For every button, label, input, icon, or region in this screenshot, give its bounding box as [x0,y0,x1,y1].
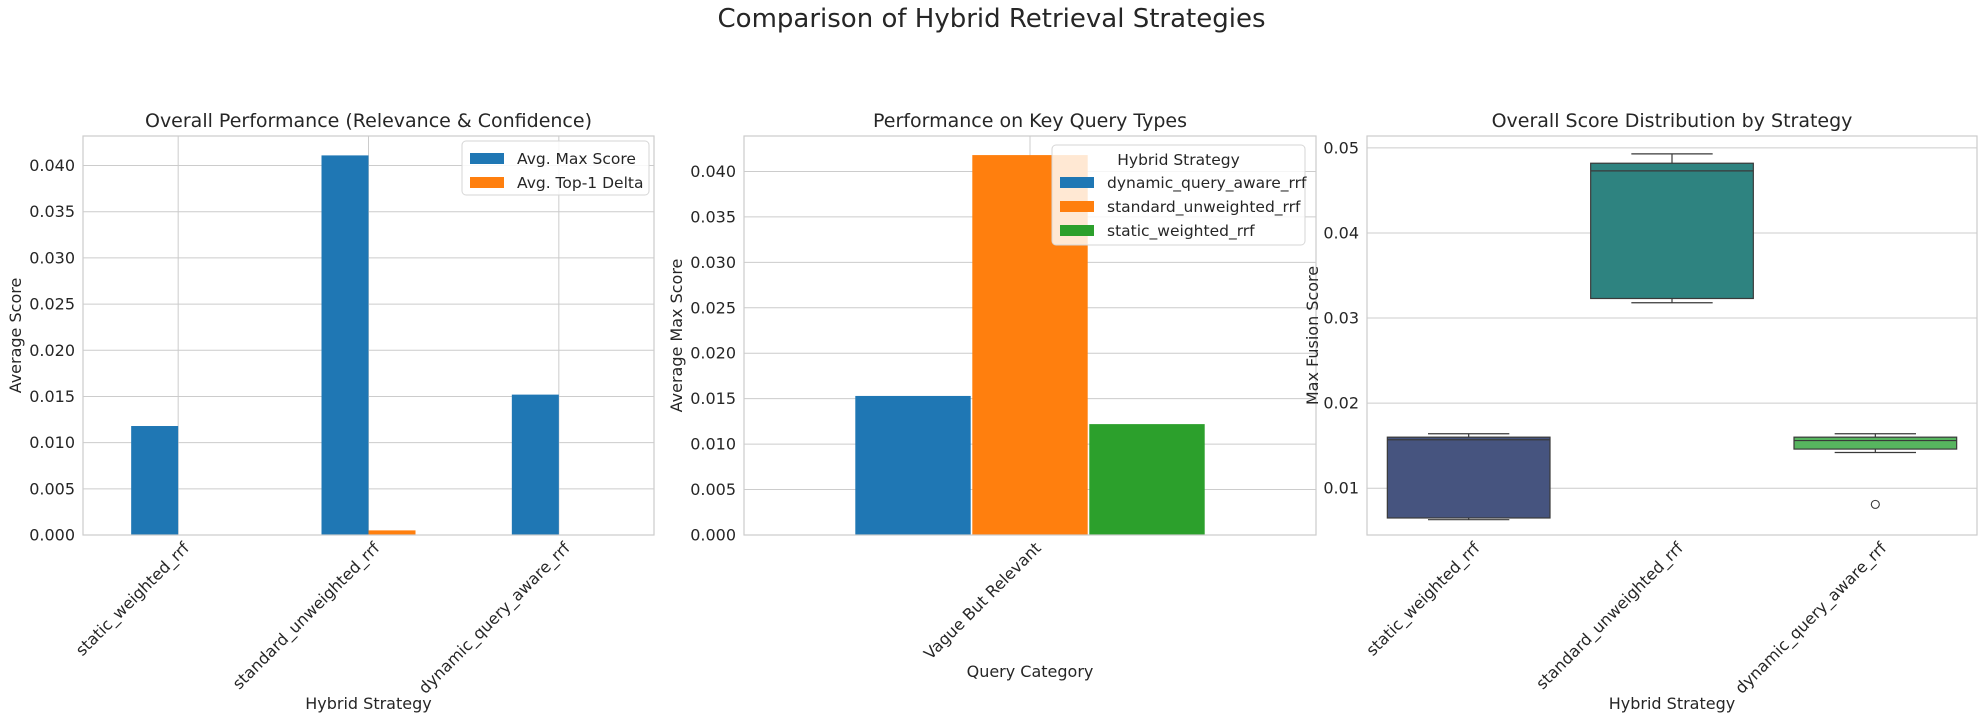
panel-2-ytick-label: 0.020 [690,344,736,363]
panel-1-bar-avg-max-score [131,426,179,535]
panel-3-ytick-label: 0.05 [1323,138,1359,157]
panel-1-ytick-label: 0.025 [29,295,75,314]
panel-2-legend-swatch [1060,225,1094,236]
panel-1-bar-avg-top-1-delta [368,530,416,535]
panel-3-xtick-label: standard_unweighted_rrf [1532,538,1688,694]
panel-1-ytick-label: 0.030 [29,248,75,267]
panel-1-xtick-label: dynamic_query_aware_rrf [415,538,575,698]
panel-3-frame [1366,135,1978,536]
panel-3-ytick-label: 0.02 [1323,394,1359,413]
panel-1-ytick-label: 0.015 [29,387,75,406]
panel-2-ytick-label: 0.000 [690,526,736,545]
panel-2-xlabel: Query Category [967,662,1094,681]
panel-1-ytick-label: 0.010 [29,433,75,452]
panel-1-ytick-label: 0.020 [29,341,75,360]
panel-3-ytick-label: 0.04 [1323,223,1359,242]
panel-1-legend-entry: Avg. Max Score [517,150,636,168]
panel-1-xtick-label: static_weighted_rrf [72,538,194,660]
panel-1-xlabel: Hybrid Strategy [305,694,431,713]
figure-suptitle: Comparison of Hybrid Retrieval Strategie… [717,4,1266,34]
panel-3-title: Overall Score Distribution by Strategy [1492,110,1853,132]
panel-3-outlier [1870,499,1880,509]
panel-3-box [1590,162,1754,300]
panel-1-ytick-label: 0.040 [29,156,75,175]
panel-2-bar-static-weighted-rrf [1089,424,1205,535]
panel-3-xlabel: Hybrid Strategy [1609,694,1735,713]
panel-3-box [1386,436,1551,519]
panel-2-ytick-label: 0.035 [690,207,736,226]
panel-2-bar-dynamic-query-aware-rrf [855,395,971,535]
panel-1-bar-avg-max-score [511,394,559,535]
panel-1-legend-box [461,140,650,196]
panel-2-legend-box [1051,144,1306,246]
panel-1-frame [82,135,655,536]
panel-3-xtick-label: static_weighted_rrf [1362,538,1484,660]
panel-2-ytick-label: 0.030 [690,253,736,272]
panel-3-ytick-label: 0.01 [1323,479,1359,498]
panel-2-xtick-label: Vague But Relevant [920,538,1045,663]
panel-3-ylabel: Max Fusion Score [1303,266,1322,405]
panel-2-legend-entry: dynamic_query_aware_rrf [1107,174,1307,193]
panel-1-xtick-label: standard_unweighted_rrf [229,538,385,694]
panel-1-title: Overall Performance (Relevance & Confide… [145,110,592,132]
panel-2-legend-swatch [1060,201,1094,212]
panel-3-xtick-label: dynamic_query_aware_rrf [1731,538,1891,698]
panel-1-legend-swatch [470,177,504,188]
panel-1-bar-avg-max-score [321,155,369,536]
panel-1-ylabel: Average Score [6,278,25,394]
panel-2-ytick-label: 0.005 [690,480,736,499]
panel-2-ytick-label: 0.040 [690,162,736,181]
panel-2-title: Performance on Key Query Types [873,110,1187,132]
panel-1-ytick-label: 0.035 [29,202,75,221]
panel-2-ylabel: Average Max Score [667,259,686,413]
panel-2-legend-swatch [1060,177,1094,188]
panel-1-legend-entry: Avg. Top-1 Delta [517,174,643,192]
panel-1-ytick-label: 0.005 [29,479,75,498]
panel-3-ytick-label: 0.03 [1323,309,1359,328]
panel-2-legend-title: Hybrid Strategy [1117,151,1240,169]
panel-2-legend-entry: standard_unweighted_rrf [1107,198,1301,217]
panel-2-ytick-label: 0.015 [690,389,736,408]
panel-3-box [1793,436,1958,450]
panel-1-ytick-label: 0.000 [29,526,75,545]
panel-2-ytick-label: 0.025 [690,298,736,317]
panel-2-frame [743,135,1317,536]
panel-1-legend-swatch [470,153,504,164]
panel-2-legend-entry: static_weighted_rrf [1107,222,1255,241]
panel-2-ytick-label: 0.010 [690,435,736,454]
